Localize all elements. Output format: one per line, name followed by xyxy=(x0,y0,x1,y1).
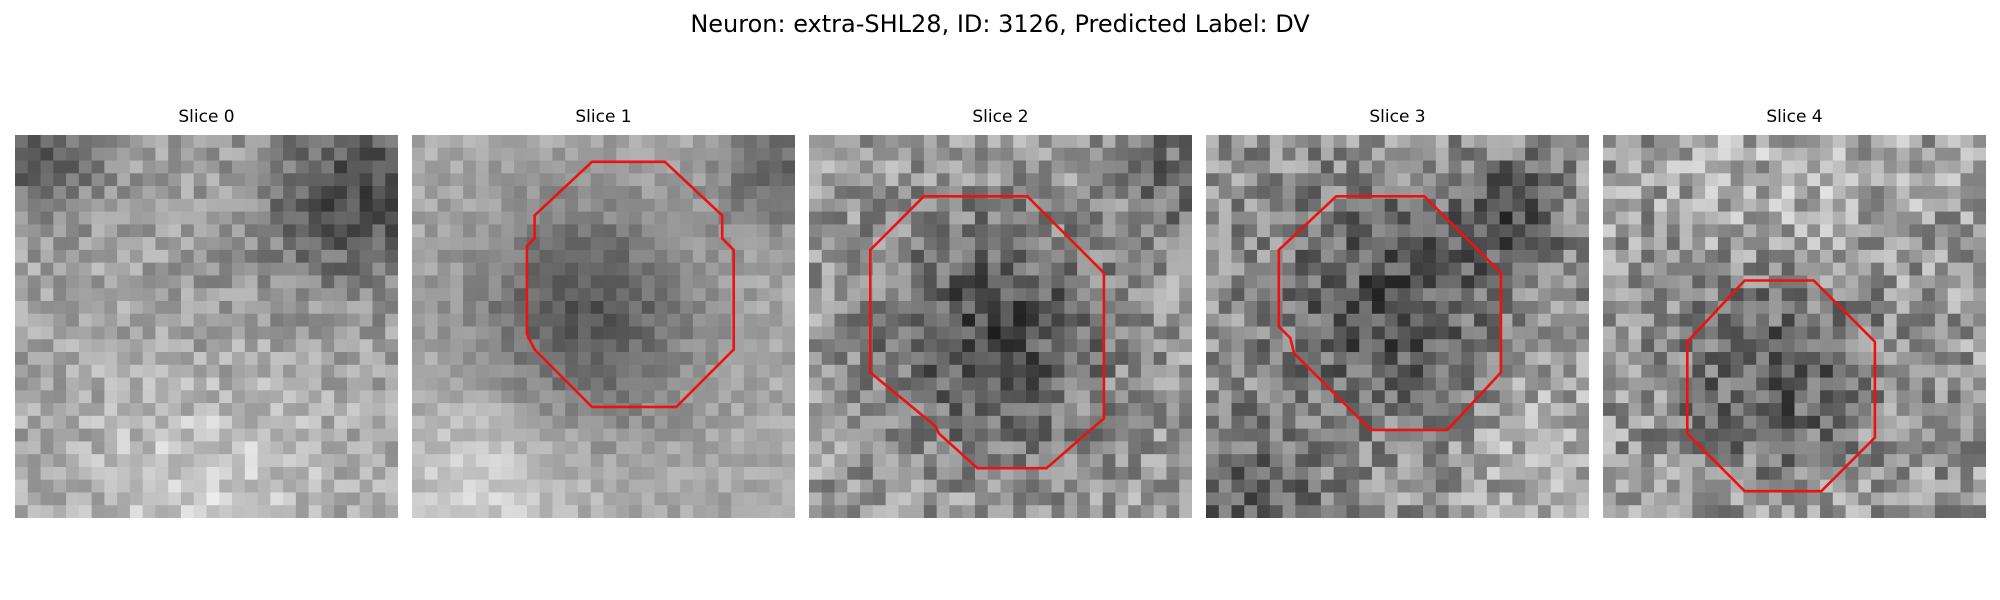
slice-title: Slice 3 xyxy=(1369,107,1426,127)
slice-title: Slice 1 xyxy=(575,107,632,127)
slice-panel-0: Slice 0 xyxy=(15,107,398,518)
slice-image xyxy=(809,135,1192,518)
slice-panel-2: Slice 2 xyxy=(809,107,1192,518)
neuron-contour xyxy=(868,194,1106,470)
slice-image xyxy=(1206,135,1589,518)
slice-image xyxy=(412,135,795,518)
slice-title: Slice 4 xyxy=(1766,107,1823,127)
slice-image xyxy=(1603,135,1986,518)
figure-title: Neuron: extra-SHL28, ID: 3126, Predicted… xyxy=(690,10,1310,38)
slice-panel-3: Slice 3 xyxy=(1206,107,1589,518)
neuron-contour xyxy=(525,160,736,409)
neuron-contour xyxy=(1277,194,1503,432)
slice-title: Slice 2 xyxy=(972,107,1029,127)
slice-title: Slice 0 xyxy=(178,107,235,127)
slice-panel-1: Slice 1 xyxy=(412,107,795,518)
slice-image xyxy=(15,135,398,518)
neuron-contour xyxy=(1686,279,1877,493)
slice-panel-4: Slice 4 xyxy=(1603,107,1986,518)
